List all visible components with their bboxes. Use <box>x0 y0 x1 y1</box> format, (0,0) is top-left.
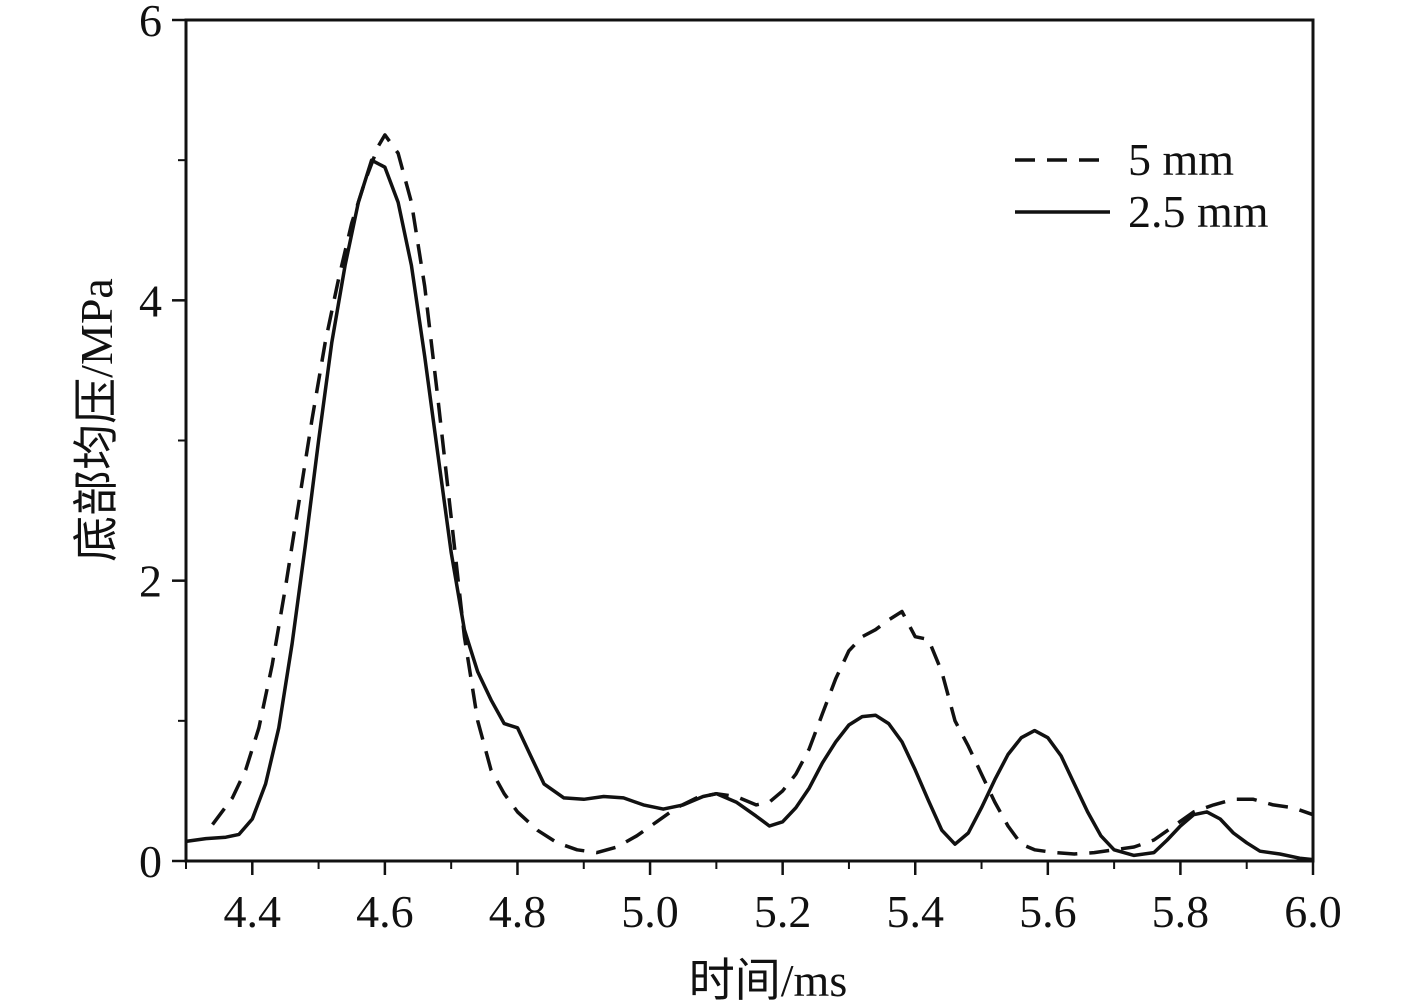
x-tick-label: 5.0 <box>621 886 679 937</box>
x-tick-label: 4.4 <box>224 886 282 937</box>
x-tick-label: 5.8 <box>1152 886 1210 937</box>
y-tick-label: 2 <box>139 556 162 607</box>
x-tick-label: 6.0 <box>1284 886 1342 937</box>
y-axis-label: 底部均压/MPa <box>71 278 122 562</box>
series-line-2-5-mm <box>185 158 1314 862</box>
x-tick-label: 4.6 <box>356 886 414 937</box>
y-tick-label: 6 <box>139 0 162 46</box>
series-line-5-mm <box>211 133 1314 856</box>
x-tick-label: 5.2 <box>754 886 812 937</box>
legend: 5 mm 2.5 mm <box>1015 134 1269 237</box>
x-axis-ticks: 4.4 4.6 4.8 5.0 5.2 5.4 5.6 5.8 6.0 <box>185 861 1342 937</box>
x-axis-label: 时间/ms <box>689 955 847 1002</box>
legend-label-5mm: 5 mm <box>1128 134 1234 185</box>
series-layer <box>185 133 1314 862</box>
y-tick-label: 4 <box>139 275 162 326</box>
x-tick-label: 5.6 <box>1019 886 1077 937</box>
y-axis-ticks: 0 2 4 6 <box>139 0 186 887</box>
y-tick-label: 0 <box>139 836 162 887</box>
x-tick-label: 4.8 <box>489 886 547 937</box>
x-tick-label: 5.4 <box>886 886 944 937</box>
legend-label-2-5mm: 2.5 mm <box>1128 186 1269 237</box>
